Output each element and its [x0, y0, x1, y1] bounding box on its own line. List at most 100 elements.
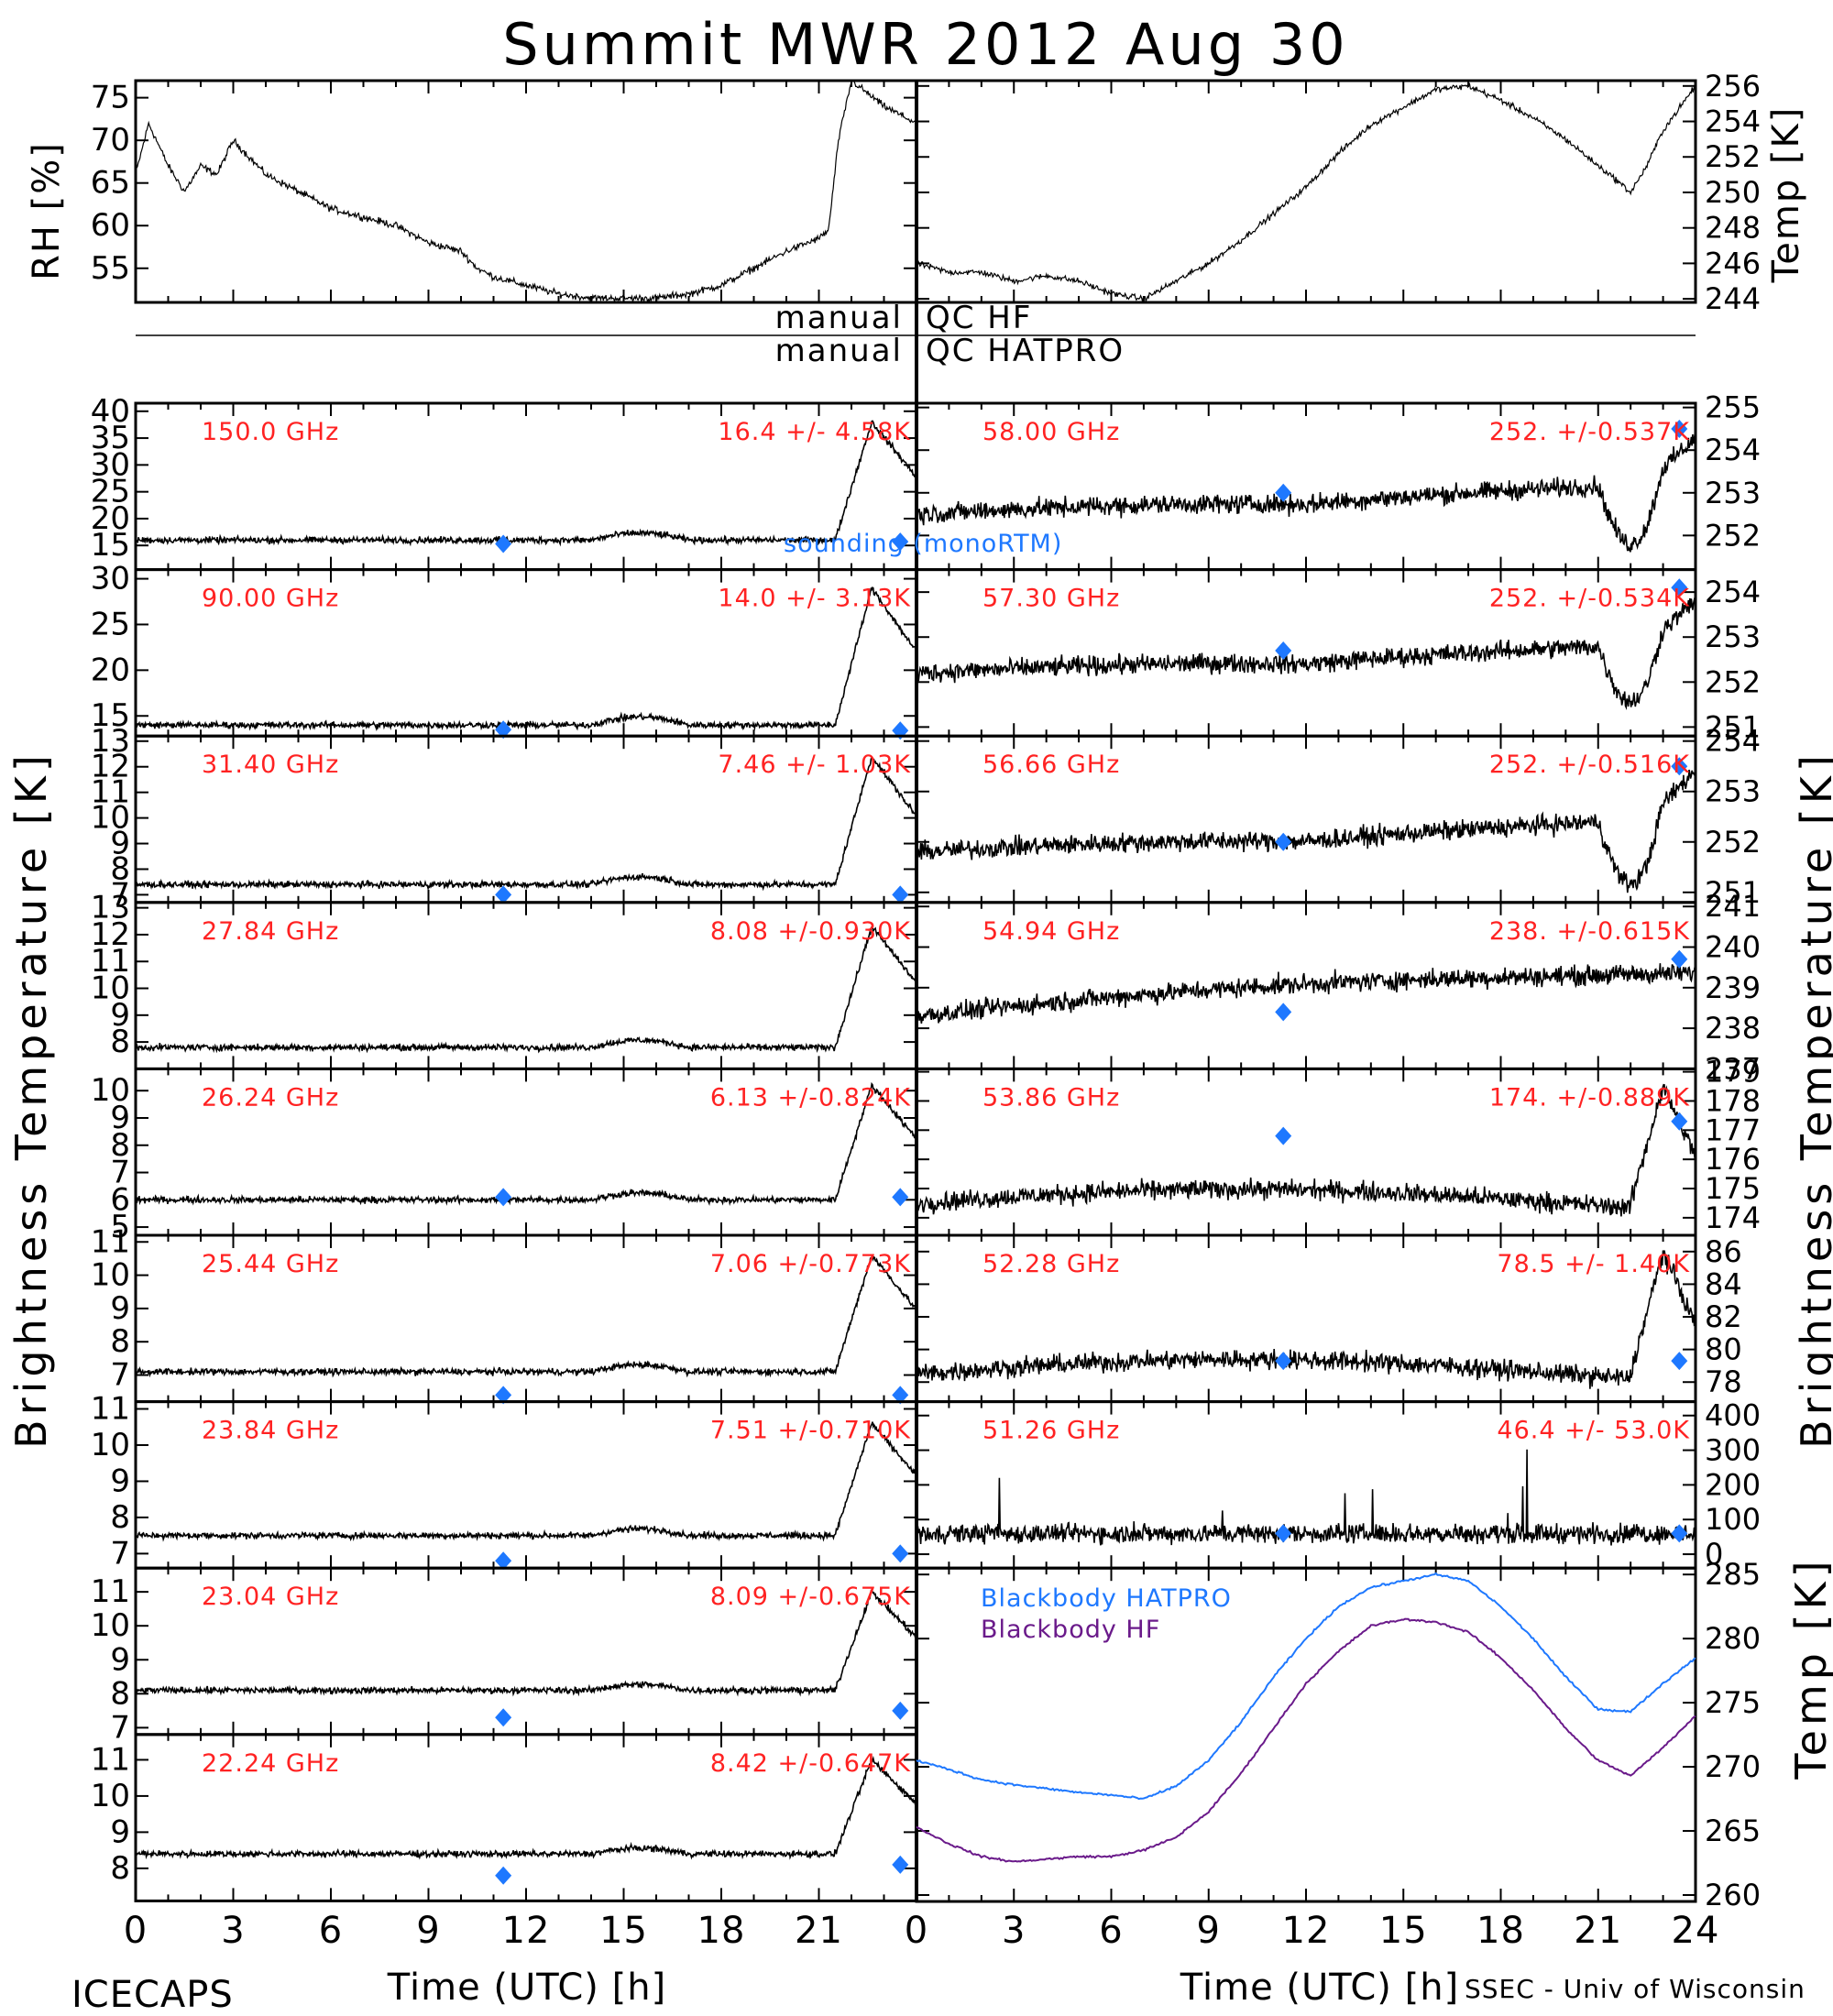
- temp-top-ytick-label: 244: [1705, 281, 1761, 316]
- channel-left-1-frequency-label: 90.00 GHz: [202, 585, 339, 613]
- channel-left-8-series-line: [135, 1755, 917, 1860]
- channel-right-4-ytick-label: 177: [1705, 1112, 1761, 1147]
- channel-right-0-ytick-label: 252: [1705, 518, 1761, 553]
- channel-left-7-ytick-label: 10: [91, 1607, 130, 1644]
- channel-right-1-stats-label: 252. +/-0.534K: [1489, 585, 1690, 613]
- project-label: ICECAPS: [71, 1974, 234, 2016]
- channel-left-1-series-line: [135, 586, 917, 732]
- rh-ytick-label: 55: [91, 250, 130, 287]
- x-tick-label-left: 0: [124, 1910, 148, 1952]
- sounding-marker: [892, 1701, 909, 1720]
- channel-left-2-ytick-label: 12: [91, 749, 130, 785]
- x-axis-label-right: Time (UTC) [h]: [1180, 1967, 1459, 2009]
- sounding-marker: [1275, 641, 1292, 660]
- qc-label-hf: QC HF: [926, 300, 1032, 336]
- x-tick-label-right: 9: [1197, 1910, 1221, 1952]
- x-tick-label-left: 3: [221, 1910, 245, 1952]
- channel-right-4-ytick-label: 176: [1705, 1142, 1761, 1177]
- temp-top-ytick-label: 250: [1705, 175, 1761, 210]
- channel-right-2-ytick-label: 252: [1705, 825, 1761, 860]
- sounding-marker: [1275, 1524, 1292, 1543]
- channel-left-1-stats-label: 14.0 +/- 3.13K: [718, 585, 911, 613]
- channel-right-4-frequency-label: 53.86 GHz: [982, 1083, 1120, 1112]
- channel-left-8-frequency-label: 22.24 GHz: [202, 1749, 339, 1778]
- channel-left-6-ytick-label: 9: [110, 1463, 130, 1499]
- channel-left-6-ytick-label: 7: [110, 1535, 130, 1572]
- channel-left-7-stats-label: 8.09 +/-0.675K: [710, 1583, 911, 1611]
- channel-left-7-ytick-label: 9: [110, 1641, 130, 1678]
- blackbody-panel: 260 265 270 275 280 285 Blackbody HATPRO Blackb…: [915, 1557, 1761, 1912]
- channel-panel-right-0: 252 253 254 255 58.00 GHz 252. +/-0.537K: [915, 390, 1761, 572]
- sounding-marker: [1275, 1003, 1292, 1022]
- temp-top-series-line: [916, 82, 1696, 303]
- sounding-marker: [495, 1551, 512, 1571]
- channel-panel-left-1: 15 20 25 30 90.00 GHz 14.0 +/- 3.13K: [91, 561, 918, 740]
- blackbody-ytick-label: 265: [1705, 1813, 1761, 1848]
- channel-right-2-series-line: [916, 769, 1696, 893]
- x-tick-label-right: 24: [1672, 1910, 1720, 1952]
- channel-right-0-ytick-label: 254: [1705, 433, 1761, 467]
- channel-left-2-ytick-label: 11: [91, 774, 130, 811]
- sounding-marker: [892, 1188, 909, 1207]
- sounding-marker: [892, 1386, 909, 1405]
- channel-left-4-frequency-label: 26.24 GHz: [202, 1083, 339, 1112]
- channel-right-6-ytick-label: 300: [1705, 1433, 1761, 1468]
- channel-right-3-ytick-label: 239: [1705, 970, 1761, 1005]
- channel-left-3-stats-label: 8.08 +/-0.930K: [710, 917, 911, 946]
- channel-right-6-ytick-label: 0: [1705, 1537, 1723, 1572]
- channel-left-4-ytick-label: 6: [110, 1181, 130, 1218]
- channel-left-5-ytick-label: 9: [110, 1290, 130, 1327]
- sounding-legend: sounding (monoRTM): [784, 530, 1062, 558]
- x-tick-label-left: 12: [502, 1910, 551, 1952]
- channel-left-0-series-line: [135, 420, 917, 547]
- rh-ytick-label: 60: [91, 207, 130, 244]
- channel-left-5-ytick-label: 11: [91, 1223, 130, 1260]
- sounding-marker: [495, 1188, 512, 1207]
- channel-right-5-ytick-label: 84: [1705, 1266, 1742, 1301]
- qc-label-manual-2: manual: [775, 333, 903, 369]
- sounding-marker: [1671, 578, 1688, 597]
- channel-left-3-ytick-label: 13: [91, 890, 130, 926]
- channel-right-1-frequency-label: 57.30 GHz: [982, 585, 1120, 613]
- legend-entry-hatpro: Blackbody HATPRO: [981, 1584, 1232, 1613]
- channel-right-4-ytick-label: 174: [1705, 1200, 1761, 1235]
- channel-left-4-ytick-label: 9: [110, 1100, 130, 1136]
- temp-top-ytick-label: 246: [1705, 246, 1761, 280]
- x-tick-label-right: 21: [1574, 1910, 1622, 1952]
- x-tick-label-right: 15: [1379, 1910, 1428, 1952]
- x-tick-label-left: 9: [416, 1910, 440, 1952]
- blackbody-ytick-label: 280: [1705, 1621, 1761, 1656]
- channel-left-1-ytick-label: 30: [91, 561, 130, 597]
- channel-left-3-series-line: [136, 926, 917, 1054]
- qc-label-hatpro: QC HATPRO: [926, 333, 1125, 369]
- x-tick-label-right: 6: [1099, 1910, 1123, 1952]
- channel-left-2-ytick-label: 13: [91, 723, 130, 760]
- channel-left-6-ytick-label: 10: [91, 1427, 130, 1463]
- sounding-marker: [1275, 483, 1292, 502]
- x-tick-label-right: 0: [905, 1910, 928, 1952]
- temp-top-ytick-label: 256: [1705, 69, 1761, 104]
- qc-label-manual-1: manual: [775, 300, 903, 336]
- channel-left-6-series-line: [135, 1421, 917, 1542]
- channel-right-6-ytick-label: 100: [1705, 1502, 1761, 1537]
- x-tick-label-left: 6: [319, 1910, 343, 1952]
- channel-left-5-frequency-label: 25.44 GHz: [202, 1250, 339, 1278]
- channel-left-5-ytick-label: 8: [110, 1323, 130, 1360]
- channel-left-4-series-line: [135, 1081, 917, 1207]
- channel-left-5-ytick-label: 7: [110, 1357, 130, 1394]
- channel-left-7-ytick-label: 8: [110, 1675, 130, 1712]
- channel-right-4-series-line: [916, 1083, 1696, 1217]
- sounding-marker: [495, 885, 512, 904]
- rh-axis-label: RH [%]: [26, 141, 68, 280]
- left-brightness-axis-label: Brightness Temperature [K]: [6, 751, 56, 1449]
- channel-left-2-ytick-label: 7: [110, 876, 130, 913]
- sounding-marker: [892, 1855, 909, 1874]
- channel-right-5-frequency-label: 52.28 GHz: [982, 1250, 1120, 1278]
